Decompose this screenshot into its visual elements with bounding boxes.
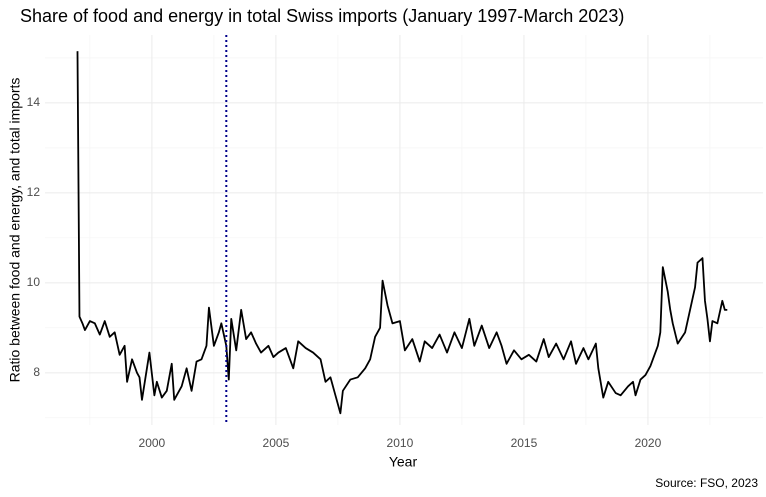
caption: Source: FSO, 2023 xyxy=(655,476,758,490)
y-axis-label: Ratio between food and energy, and total… xyxy=(7,78,23,383)
x-tick-label: 2005 xyxy=(263,436,290,450)
x-tick-label: 2020 xyxy=(635,436,662,450)
series-line xyxy=(76,51,728,415)
y-tick-label: 8 xyxy=(33,365,40,379)
chart-title: Share of food and energy in total Swiss … xyxy=(20,6,624,26)
x-tick-label: 2015 xyxy=(511,436,538,450)
y-tick-label: 12 xyxy=(27,185,41,199)
x-tick-label: 2000 xyxy=(139,436,166,450)
y-tick-label: 14 xyxy=(27,95,41,109)
x-axis-label: Year xyxy=(389,454,418,470)
x-tick-label: 2010 xyxy=(387,436,414,450)
y-tick-label: 10 xyxy=(27,275,41,289)
